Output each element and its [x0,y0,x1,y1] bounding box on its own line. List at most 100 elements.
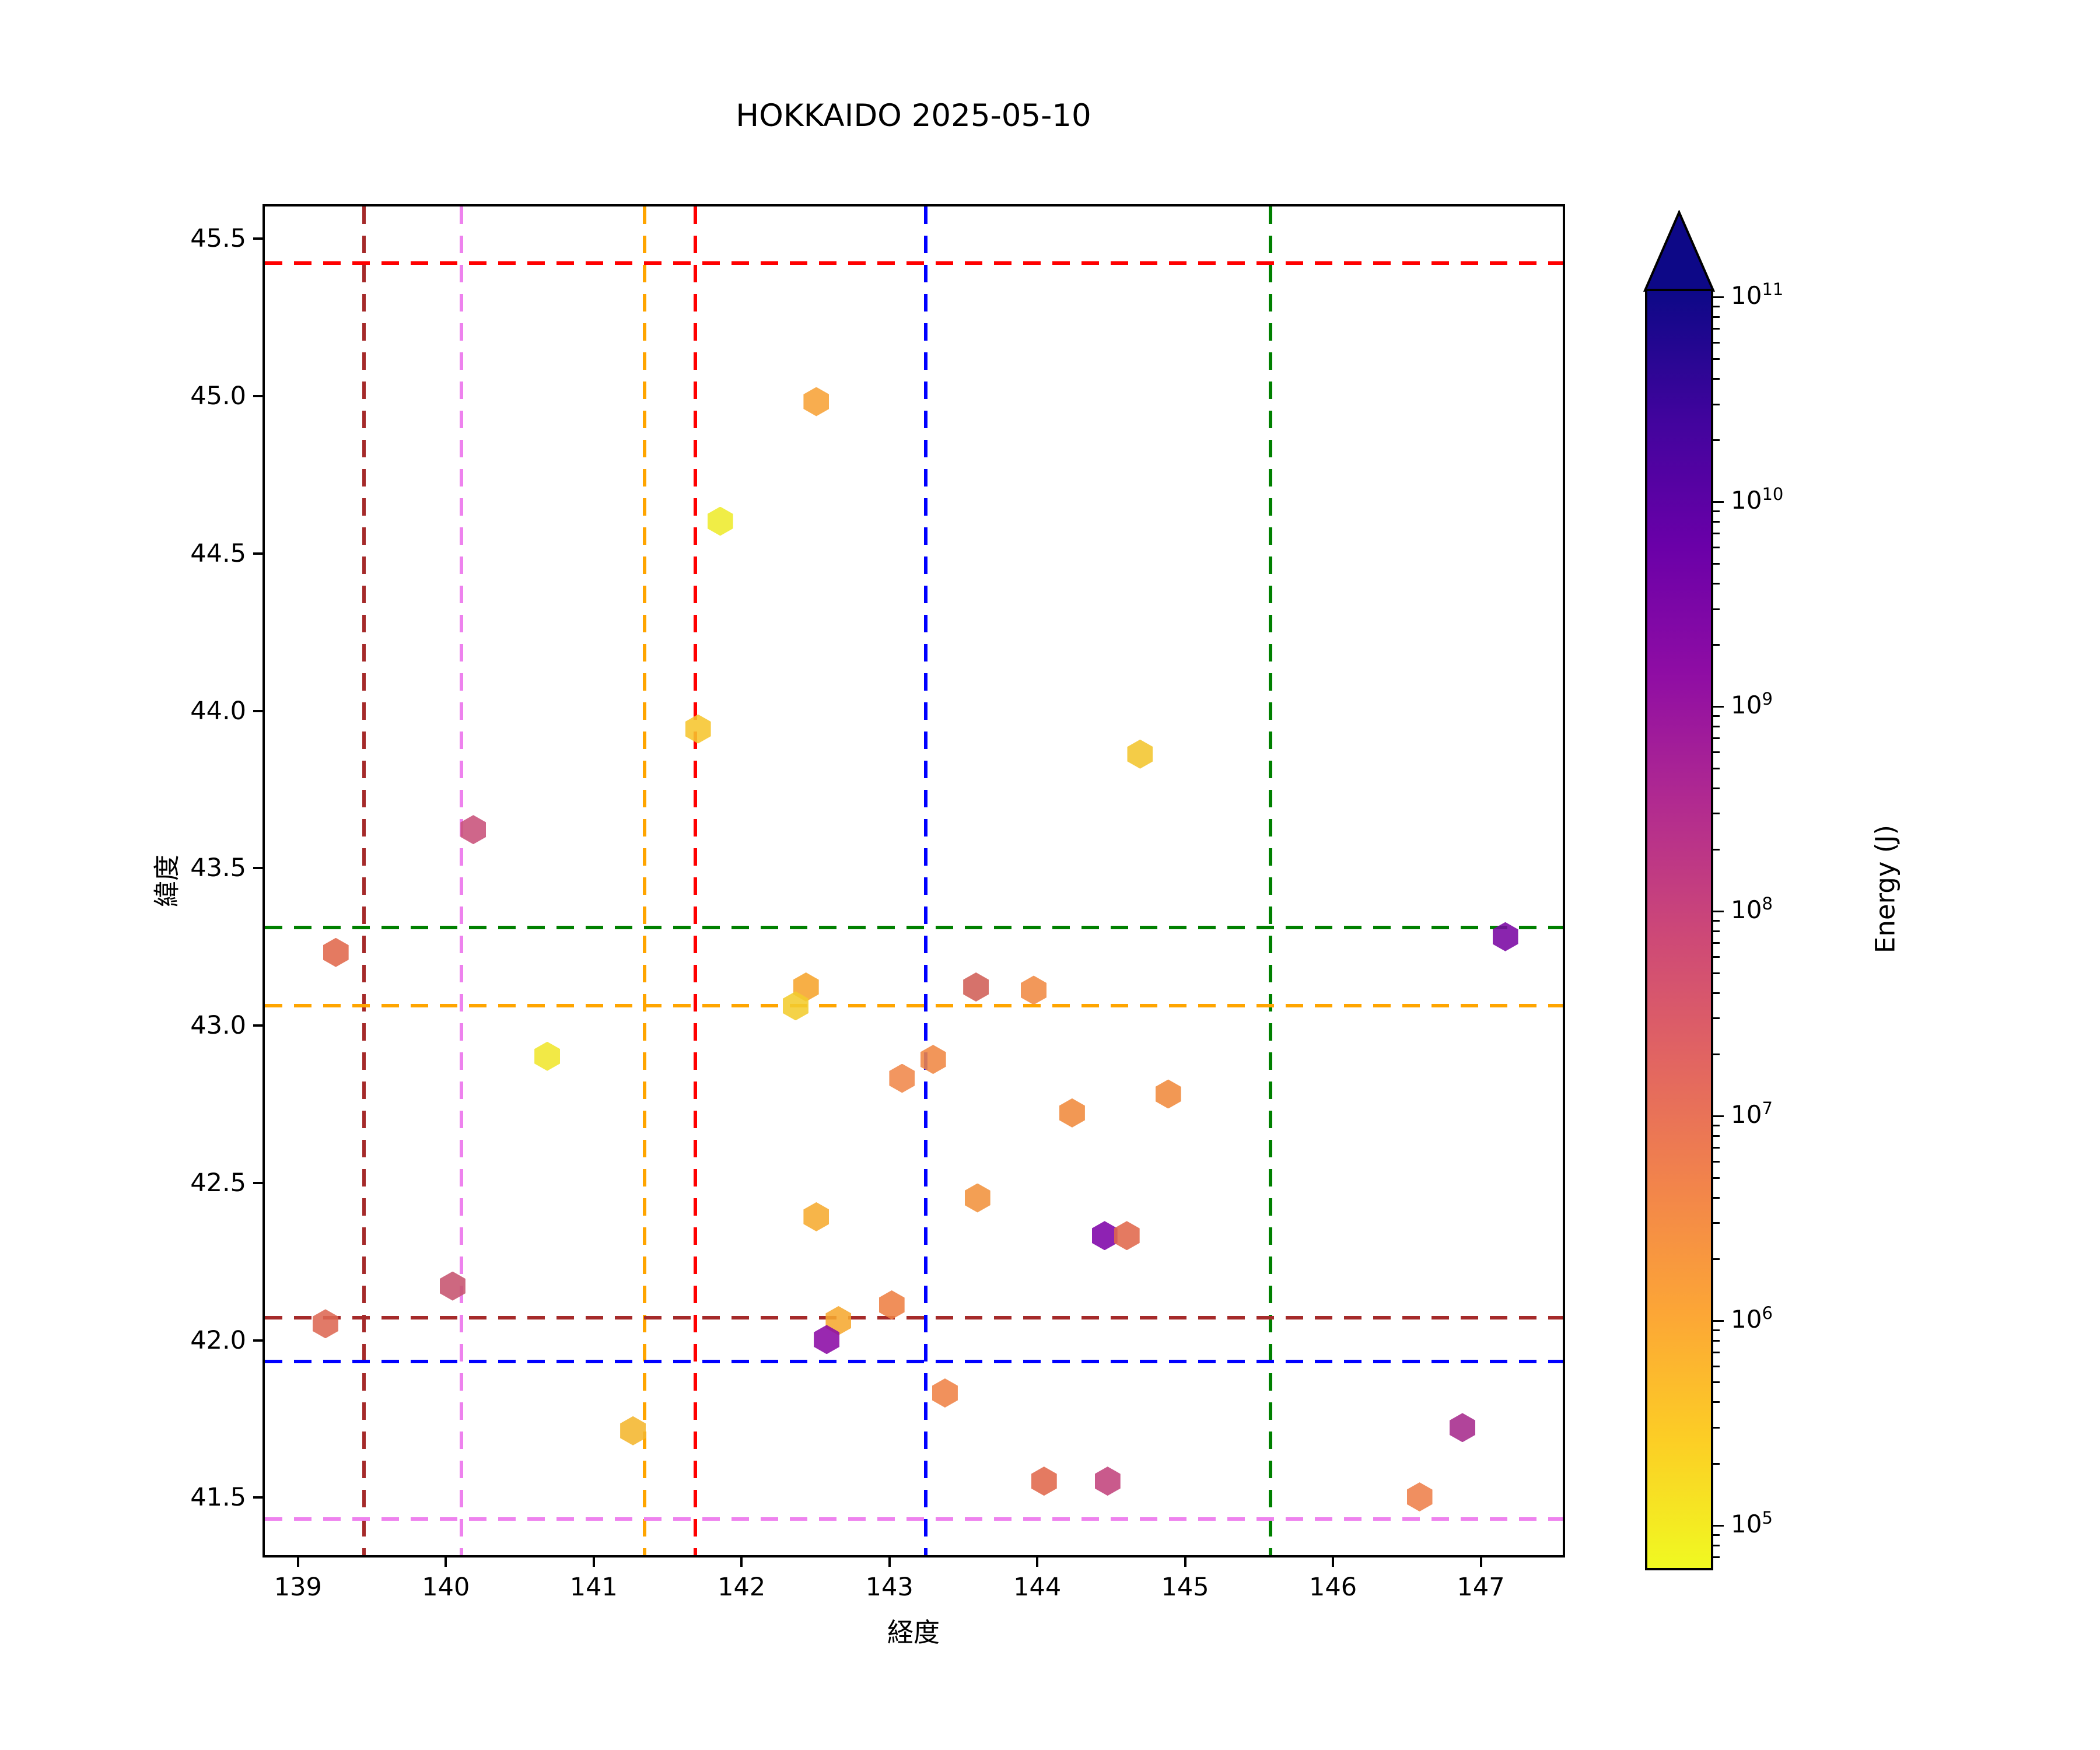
hexagon-marker [782,991,808,1021]
x-tick-mark [888,1558,891,1567]
colorbar-minor-tick [1713,1556,1720,1559]
y-tick-mark [253,1181,262,1184]
reference-hline [265,925,1563,929]
colorbar-minor-tick [1713,919,1720,922]
y-tick-label: 41.5 [190,1483,246,1513]
colorbar-minor-tick [1713,1365,1720,1367]
y-tick-mark [253,237,262,240]
colorbar-tick-label: 108 [1731,893,1773,924]
colorbar-minor-tick [1713,992,1720,994]
hexagon-marker [1031,1466,1057,1496]
colorbar-tick-label: 109 [1731,688,1773,719]
colorbar-arrow-shape [1643,209,1716,292]
colorbar-minor-tick [1713,1147,1720,1149]
colorbar-minor-tick [1713,1352,1720,1354]
colorbar-tick-label: 105 [1731,1507,1773,1538]
colorbar-extend-arrow [1643,209,1716,294]
plot-area [262,204,1565,1558]
colorbar-tick-mark [1713,296,1724,299]
colorbar-label: Energy (J) [1870,824,1901,954]
reference-vline [693,206,697,1555]
colorbar-minor-tick [1713,316,1720,318]
hexagon-marker [312,1309,338,1339]
reference-hline [265,1517,1563,1521]
colorbar-minor-tick [1713,956,1720,958]
y-tick-label: 42.0 [190,1325,246,1355]
hexagon-marker [534,1041,561,1071]
colorbar-minor-tick [1713,439,1720,442]
y-tick-label: 43.0 [190,1011,246,1041]
colorbar-tick-mark [1713,705,1724,708]
colorbar-minor-tick [1713,725,1720,727]
colorbar-minor-tick [1713,1534,1720,1536]
reference-vline [643,206,647,1555]
colorbar-minor-tick [1713,1329,1720,1331]
x-tick-label: 141 [569,1573,618,1602]
colorbar-minor-tick [1713,942,1720,944]
x-tick-mark [592,1558,595,1567]
hexagon-marker [1094,1466,1121,1496]
x-tick-mark [1479,1558,1482,1567]
colorbar-minor-tick [1713,1258,1720,1261]
colorbar-minor-tick [1713,1160,1720,1163]
colorbar-minor-tick [1713,813,1720,815]
hexagon-marker [889,1063,915,1093]
y-tick-label: 45.0 [190,382,246,411]
hexagon-marker [1021,975,1046,1005]
y-tick-label: 44.5 [190,538,246,568]
colorbar-minor-tick [1713,1177,1720,1179]
hexagon-marker [620,1416,646,1446]
colorbar-minor-tick [1713,521,1720,523]
x-tick-mark [1036,1558,1039,1567]
colorbar-tick-label: 1010 [1731,484,1784,514]
colorbar-minor-tick [1713,1054,1720,1056]
y-tick-mark [253,552,262,555]
colorbar-minor-tick [1713,737,1720,740]
colorbar-minor-tick [1713,972,1720,974]
colorbar-minor-tick [1713,377,1720,380]
colorbar-minor-tick [1713,403,1720,405]
reference-vline [460,206,464,1555]
colorbar-minor-tick [1713,1222,1720,1224]
hexagon-marker [803,1202,830,1231]
hexagon-marker [1155,1079,1181,1109]
colorbar-minor-tick [1713,306,1720,308]
y-tick-mark [253,709,262,712]
x-tick-mark [740,1558,743,1567]
y-tick-mark [253,395,262,398]
colorbar-tick-label: 106 [1731,1303,1773,1334]
hexagon-marker [1127,739,1153,769]
x-tick-label: 144 [1013,1573,1062,1602]
colorbar-tick-mark [1713,1115,1724,1117]
colorbar-minor-tick [1713,1427,1720,1429]
hexagon-marker [803,387,830,416]
colorbar-minor-tick [1713,1135,1720,1137]
colorbar-minor-tick [1713,715,1720,717]
y-tick-label: 44.0 [190,696,246,726]
colorbar-minor-tick [1713,1401,1720,1404]
colorbar-minor-tick [1713,849,1720,851]
y-tick-label: 45.5 [190,224,246,254]
x-tick-label: 147 [1457,1573,1505,1602]
colorbar-gradient [1645,289,1713,1570]
hexagon-marker [1114,1221,1140,1251]
hexagon-marker [323,937,349,967]
colorbar-minor-tick [1713,751,1720,753]
x-tick-mark [444,1558,447,1567]
y-tick-label: 43.5 [190,853,246,883]
reference-vline [1268,206,1272,1555]
colorbar-minor-tick [1713,1196,1720,1199]
hexagon-marker [707,506,733,536]
x-tick-mark [1184,1558,1186,1567]
colorbar-minor-tick [1713,546,1720,548]
colorbar-minor-tick [1713,644,1720,646]
y-tick-label: 42.5 [190,1168,246,1198]
colorbar-minor-tick [1713,1463,1720,1465]
reference-hline [265,1004,1563,1008]
hexagon-marker [1091,1221,1118,1251]
x-tick-mark [296,1558,299,1567]
colorbar-minor-tick [1713,787,1720,789]
colorbar-minor-tick [1713,358,1720,360]
colorbar-tick-mark [1713,1320,1724,1322]
